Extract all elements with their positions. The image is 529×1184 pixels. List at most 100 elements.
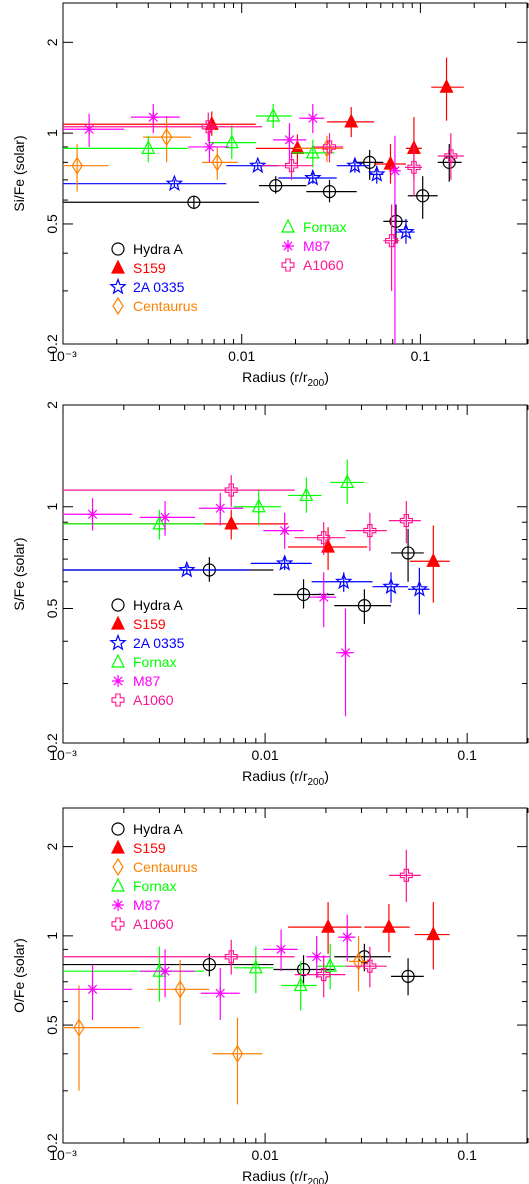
data-point-fornax <box>288 477 322 513</box>
data-point-2a-0335 <box>367 165 386 184</box>
marker-asterisk <box>147 111 160 124</box>
data-point-hydra-a <box>63 953 274 977</box>
data-point-a1060 <box>345 946 387 988</box>
marker-star <box>367 165 386 182</box>
data-point-a1060 <box>294 955 346 998</box>
marker-circle <box>363 155 377 169</box>
y-tick-label: 2 <box>44 401 60 409</box>
y-tick-label: 0.5 <box>44 599 60 619</box>
data-point-fornax <box>63 509 205 540</box>
y-axis-label: S/Fe (solar) <box>11 537 27 610</box>
x-axis-label: Radius (r/r200) <box>242 1168 329 1184</box>
marker-circle <box>401 969 415 983</box>
data-point-m87 <box>263 929 298 972</box>
data-point-a1060 <box>312 133 344 163</box>
data-point-fornax <box>281 961 317 1011</box>
data-point-m87 <box>130 103 180 134</box>
data-point-a1060 <box>437 133 464 180</box>
legend-item-s159: S159 <box>111 615 166 632</box>
marker-diamond <box>211 153 223 172</box>
legend-marker <box>112 857 124 877</box>
marker-circle <box>269 179 283 193</box>
y-tick-label: 1 <box>44 129 60 137</box>
data-point-m87 <box>299 103 325 134</box>
marker-star <box>275 554 294 571</box>
legend-item-a1060: A1060 <box>111 916 174 932</box>
legend-item-s159: S159 <box>111 839 166 856</box>
legend-marker <box>111 917 125 931</box>
marker-triangle-open <box>141 140 156 155</box>
legend-label: S159 <box>133 260 166 276</box>
data-point-s159 <box>431 57 464 121</box>
legend-item-2a-0335: 2A 0335 <box>109 277 185 295</box>
legend-label: A1060 <box>133 692 174 708</box>
data-point-2a-0335 <box>394 218 415 244</box>
marker-asterisk <box>214 502 227 515</box>
series-hydra-a <box>63 144 462 244</box>
data-point-hydra-a <box>407 176 438 219</box>
data-point-centaurus <box>142 115 191 163</box>
data-point-fornax <box>233 946 274 994</box>
x-tick-label: 10⁻³ <box>49 1147 77 1163</box>
data-point-m87 <box>63 113 125 147</box>
data-point-a1060 <box>294 522 346 555</box>
legend-item-hydra-a: Hydra A <box>111 241 183 257</box>
series-centaurus <box>63 935 368 1105</box>
marker-star <box>248 156 267 174</box>
marker-asterisk <box>159 511 172 524</box>
x-tick-label: 10⁻³ <box>49 747 77 763</box>
marker-star <box>334 572 353 590</box>
data-point-2a-0335 <box>226 156 279 174</box>
marker-asterisk <box>283 133 296 146</box>
marker-triangle-filled <box>321 918 336 933</box>
data-point-hydra-a <box>383 204 408 244</box>
data-point-2a-0335 <box>63 560 251 578</box>
x-axis-label-close: ) <box>324 768 329 784</box>
data-point-hydra-a <box>306 179 357 203</box>
legend-item-a1060: A1060 <box>281 257 344 273</box>
x-tick-label: 0.1 <box>457 747 477 763</box>
legend-marker <box>112 899 124 911</box>
data-point-m87 <box>306 935 331 979</box>
data-point-s159 <box>326 107 375 138</box>
marker-asterisk <box>275 943 288 956</box>
marker-circle <box>296 587 311 602</box>
plot-frame <box>62 404 528 744</box>
marker-star <box>165 174 184 192</box>
legend-label: M87 <box>133 897 160 913</box>
chart-panel-3: 10⁻³ 0.01 0.1 0.2 0.5 1 2 Radius (r/r200) O/Fe (… <box>11 807 529 1184</box>
marker-circle <box>187 195 201 209</box>
marker-cross <box>322 140 337 154</box>
data-point-m87 <box>388 135 401 344</box>
marker-asterisk <box>214 987 227 1000</box>
marker-asterisk <box>388 164 401 177</box>
legend-label: Hydra A <box>133 241 183 257</box>
legend-marker <box>111 259 125 274</box>
legend-item-fornax: Fornax <box>281 218 347 235</box>
legend-label: M87 <box>303 238 330 254</box>
legend-marker <box>282 240 294 252</box>
data-point-s159 <box>414 902 450 970</box>
data-point-m87 <box>63 498 133 531</box>
x-axis-label-sub: 200 <box>308 1177 325 1184</box>
legend-item-centaurus: Centaurus <box>112 857 198 877</box>
x-tick-label: 0.01 <box>251 1147 278 1163</box>
marker-asterisk <box>86 983 99 996</box>
data-point-m87 <box>187 130 230 163</box>
legend-item-m87: M87 <box>112 897 160 913</box>
legend-item-fornax: Fornax <box>111 653 177 670</box>
data-point-hydra-a <box>273 579 335 609</box>
data-point-m87 <box>200 967 240 1021</box>
plot-frame <box>62 807 528 1144</box>
series-a1060 <box>63 475 421 555</box>
data-point-hydra-a <box>334 589 392 624</box>
series-m87 <box>63 103 401 344</box>
data-point-m87 <box>198 492 244 526</box>
y-tick-label: 0.2 <box>44 334 60 354</box>
marker-cross <box>317 968 331 982</box>
marker-asterisk <box>341 931 354 944</box>
marker-triangle-open <box>224 134 239 149</box>
series-m87 <box>63 914 356 1021</box>
data-point-a1060 <box>63 112 263 142</box>
data-point-fornax <box>255 103 292 128</box>
